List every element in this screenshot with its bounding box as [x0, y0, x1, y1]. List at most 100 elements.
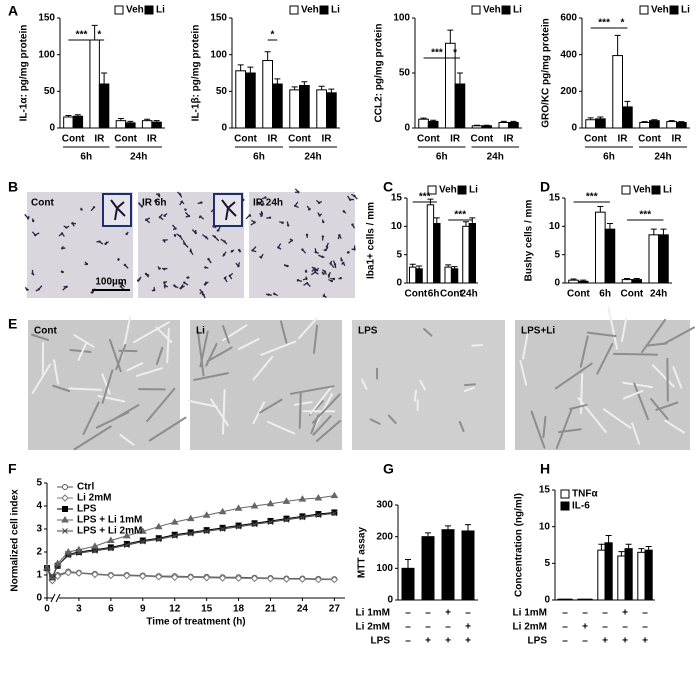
group-label: 24h: [304, 152, 321, 163]
marker: [330, 491, 339, 499]
marker: [267, 519, 274, 525]
significance-label: *: [97, 30, 101, 41]
cell: [542, 415, 547, 439]
bar: [316, 89, 327, 129]
legend-label: Veh: [633, 185, 651, 196]
marker: [234, 574, 243, 582]
bar: [151, 121, 162, 129]
marker: [299, 513, 306, 520]
legend-label: Veh: [651, 5, 669, 16]
cell: [622, 389, 644, 400]
bar: [72, 115, 84, 129]
error-bar: [618, 551, 625, 556]
cell-body: [322, 220, 325, 224]
cell: [97, 394, 126, 403]
legend-swatch: [114, 5, 124, 15]
marker: [62, 484, 68, 490]
marker: [218, 574, 227, 582]
cell-body: [26, 217, 30, 220]
marker: [266, 574, 275, 583]
marker: [75, 569, 83, 577]
legend-swatch: [560, 501, 570, 511]
cell-body: [353, 248, 356, 251]
cell-body: [31, 272, 34, 275]
y-tick-label: 5: [36, 478, 42, 489]
error-bar: [447, 29, 454, 44]
marker: [219, 526, 226, 532]
row-sign: +: [445, 608, 451, 619]
cell: [119, 433, 135, 446]
marker: [186, 514, 195, 522]
marker: [251, 521, 258, 528]
cell-body: [144, 218, 148, 221]
cell-body: [267, 293, 270, 296]
bar: [666, 121, 678, 129]
legend-label: IL-6: [572, 501, 590, 512]
y-axis-label: CCL2: pg/mg protein: [374, 24, 385, 123]
bar: [408, 266, 417, 284]
image-label: IR 6h: [142, 198, 166, 209]
cell-body: [163, 284, 167, 287]
legend-label: Li: [156, 5, 165, 16]
cell-body: [322, 294, 326, 298]
bar: [498, 122, 510, 129]
cell-body: [173, 284, 176, 287]
legend-label: Li: [331, 5, 340, 16]
bar: [235, 70, 246, 129]
row-sign: –: [602, 622, 608, 633]
cell-body: [85, 262, 89, 266]
cell-body: [173, 233, 177, 237]
y-tick-label: 3: [36, 524, 42, 535]
cell-body: [268, 216, 272, 219]
y-tick-label: 200: [560, 86, 577, 97]
marker: [76, 550, 82, 557]
bar: [433, 223, 441, 284]
marker: [315, 512, 322, 519]
cell-body: [348, 198, 352, 201]
cell-body: [123, 263, 127, 267]
cell: [633, 382, 649, 421]
error-bar: [101, 72, 108, 84]
group-label: 24h: [487, 152, 504, 163]
bar: [427, 120, 439, 129]
error-bar: [328, 88, 335, 93]
y-tick-label: 200: [376, 531, 393, 542]
cell: [519, 360, 528, 386]
bar: [676, 122, 687, 129]
cell-body: [61, 247, 64, 250]
marker: [138, 527, 147, 534]
bar: [245, 72, 256, 129]
image-label: LPS: [358, 326, 378, 337]
error-bar: [430, 119, 437, 122]
y-tick-label: 1: [36, 570, 42, 581]
cell: [312, 324, 319, 354]
cell-body: [228, 274, 232, 278]
error-bar: [641, 121, 648, 123]
cell-body: [333, 263, 337, 266]
marker: [155, 536, 162, 543]
legend-label: Li: [469, 185, 478, 196]
cell-body: [237, 264, 240, 268]
cell: [210, 398, 229, 427]
panel-label: C: [383, 179, 393, 195]
y-axis-label: Iba1+ cells / mm: [366, 202, 377, 279]
x-tick-label: 6: [108, 604, 114, 615]
scale-bar-label: 100µm: [95, 277, 126, 288]
cell-body: [281, 221, 284, 224]
row-label: LPS: [528, 636, 548, 647]
marker: [267, 517, 274, 524]
y-tick-label: 10: [539, 521, 551, 532]
marker: [250, 502, 259, 509]
cell-body: [140, 205, 144, 208]
cell: [206, 346, 233, 363]
error-bar: [668, 120, 675, 122]
cell-body: [342, 261, 345, 265]
marker: [107, 571, 115, 580]
y-tick-label: 400: [560, 49, 577, 60]
cell: [68, 387, 102, 391]
cell-body: [321, 255, 324, 259]
x-tick-label: Cont: [288, 134, 311, 145]
axis-break-gap: [53, 594, 59, 602]
error-bar: [638, 548, 645, 553]
x-tick-label: 18: [233, 604, 245, 615]
